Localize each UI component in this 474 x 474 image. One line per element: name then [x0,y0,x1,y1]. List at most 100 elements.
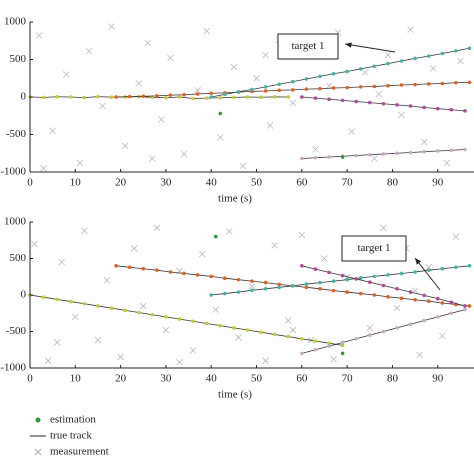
measurement [121,142,129,150]
x-tick-label: 20 [115,373,127,385]
estimation [263,286,268,291]
measurement [398,111,405,119]
measurement [108,23,115,30]
estimation [209,91,214,96]
estimation [345,85,349,90]
estimation [340,273,345,278]
measurement [439,332,446,340]
measurement [457,57,464,65]
estimation [358,85,363,89]
estimation [422,318,426,323]
measurement [94,336,102,344]
x-tick-label: 90 [432,373,444,385]
estimation [182,271,186,276]
estimation [195,273,200,277]
estimation [340,343,345,348]
legend-label: estimation [50,414,96,426]
estimation [209,95,214,99]
estimation [440,51,445,56]
estimation [272,332,277,337]
x-tick-label: 60 [296,373,308,385]
measurement [452,233,460,240]
estimation [277,282,281,287]
estimation [435,106,440,111]
measurement [262,357,269,364]
annotation-arrow [344,43,396,53]
estimation [327,155,331,159]
measurement [284,317,292,324]
measurement [130,244,138,252]
estimation [141,94,146,99]
measurement [416,351,423,359]
estimation [426,268,431,272]
measurement [153,224,161,232]
estimation [155,268,159,272]
estimation [223,92,227,97]
estimation [413,297,417,302]
measurement [312,146,319,153]
estimation [318,280,322,285]
x-tick-label: 40 [206,373,218,385]
estimation [399,271,404,276]
estimation [263,85,268,89]
estimation [259,95,263,100]
estimation [422,105,426,110]
estimation [381,152,386,156]
estimation [177,95,182,99]
estimation [408,290,413,294]
estimation [245,328,250,332]
estimation [272,95,277,99]
measurement [262,51,269,59]
estimation [386,295,390,299]
estimation [209,274,214,279]
estimation [218,323,223,328]
estimation [164,95,168,100]
estimation [259,330,263,335]
estimation [372,293,377,297]
estimation [395,103,399,107]
estimation [435,296,440,301]
estimation [250,87,254,92]
x-tick-label: 50 [251,373,263,385]
x-tick-label: 10 [70,373,82,385]
estimation [236,89,241,94]
estimation [96,304,100,308]
estimation [318,286,322,291]
estimation [82,301,87,306]
estimation [372,64,377,69]
legend-label: measurement [50,446,109,458]
measurement [420,138,428,146]
x-tick-label: 60 [296,177,308,189]
legend: estimation true track measurement [30,414,109,458]
estimation [290,284,295,288]
estimation [55,297,59,302]
estimation [290,88,295,92]
estimation [454,265,458,270]
estimation [300,95,304,99]
estimation [340,340,345,345]
x-tick-label: 0 [27,373,33,385]
measurement [321,255,328,262]
estimation [413,56,417,61]
measurement [226,228,233,235]
estimation [250,279,254,283]
estimation [114,95,118,99]
estimation [213,234,218,239]
estimation [191,319,195,324]
estimation [304,285,309,290]
true-track [211,47,470,98]
measurement [298,231,306,239]
y-tick-label: -1000 [0,166,26,178]
true-track [211,265,470,296]
measurement [235,334,242,341]
estimation [245,95,250,99]
estimation [331,71,336,76]
estimation [300,264,304,268]
measurement [58,258,65,266]
estimation [277,88,281,93]
x-tick-label: 70 [342,177,354,189]
estimation [82,95,87,100]
estimation [204,96,209,100]
measurement [189,347,197,354]
